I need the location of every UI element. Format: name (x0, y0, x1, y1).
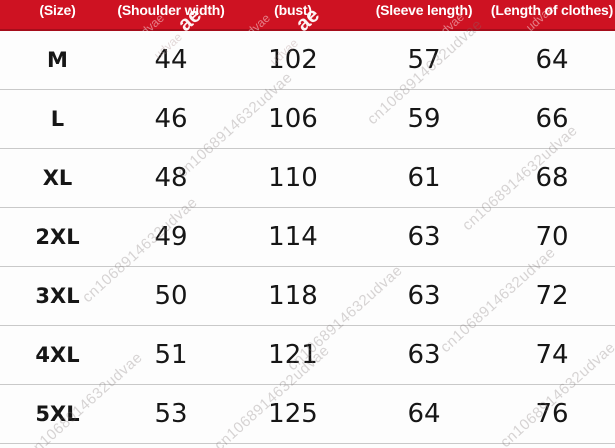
size-label: L (50, 107, 65, 131)
sleeve-value: 64 (407, 399, 441, 429)
sleeve-value: 59 (407, 104, 441, 134)
table-row-4xl: 4XL 51 121 63 74 (0, 326, 615, 385)
table-row-l: L 46 106 59 66 (0, 90, 615, 149)
size-label: 2XL (35, 225, 80, 249)
table-row-m: M 44 102 57 64 (0, 31, 615, 90)
bust-value: 106 (268, 104, 318, 134)
length-value: 76 (535, 399, 569, 429)
table-row-xl: XL 48 110 61 68 (0, 149, 615, 208)
bust-value: 125 (268, 399, 318, 429)
shoulder-value: 48 (154, 163, 188, 193)
table-row-2xl: 2XL 49 114 63 70 (0, 208, 615, 267)
table-header-row: (Size) (Shoulder width) (bust) (Sleeve l… (0, 0, 615, 31)
length-value: 68 (535, 163, 569, 193)
table-row-5xl: 5XL 53 125 64 76 (0, 385, 615, 444)
sleeve-value: 61 (407, 163, 441, 193)
table-row-3xl: 3XL 50 118 63 72 (0, 267, 615, 326)
sleeve-value: 63 (407, 340, 441, 370)
shoulder-value: 49 (154, 222, 188, 252)
sleeve-value: 57 (407, 45, 441, 75)
column-header-bust: (bust) (274, 2, 312, 18)
column-header-length-of-clothes: (Length of clothes) (490, 2, 614, 18)
bust-value: 118 (268, 281, 318, 311)
length-value: 72 (535, 281, 569, 311)
length-value: 70 (535, 222, 569, 252)
bust-value: 110 (268, 163, 318, 193)
column-header-shoulder-width: (Shoulder width) (117, 2, 225, 18)
shoulder-value: 51 (154, 340, 188, 370)
sleeve-value: 63 (407, 281, 441, 311)
length-value: 74 (535, 340, 569, 370)
column-header-sleeve-length: (Sleeve length) (375, 2, 473, 18)
column-header-size: (Size) (39, 2, 76, 18)
size-label: 4XL (35, 343, 80, 367)
shoulder-value: 50 (154, 281, 188, 311)
size-label: 5XL (35, 402, 80, 426)
length-value: 64 (535, 45, 569, 75)
shoulder-value: 44 (154, 45, 188, 75)
size-label: M (47, 48, 68, 72)
shoulder-value: 53 (154, 399, 188, 429)
size-label: 3XL (35, 284, 80, 308)
shoulder-value: 46 (154, 104, 188, 134)
bust-value: 102 (268, 45, 318, 75)
bust-value: 114 (268, 222, 318, 252)
sleeve-value: 63 (407, 222, 441, 252)
size-label: XL (42, 166, 73, 190)
bust-value: 121 (268, 340, 318, 370)
length-value: 66 (535, 104, 569, 134)
